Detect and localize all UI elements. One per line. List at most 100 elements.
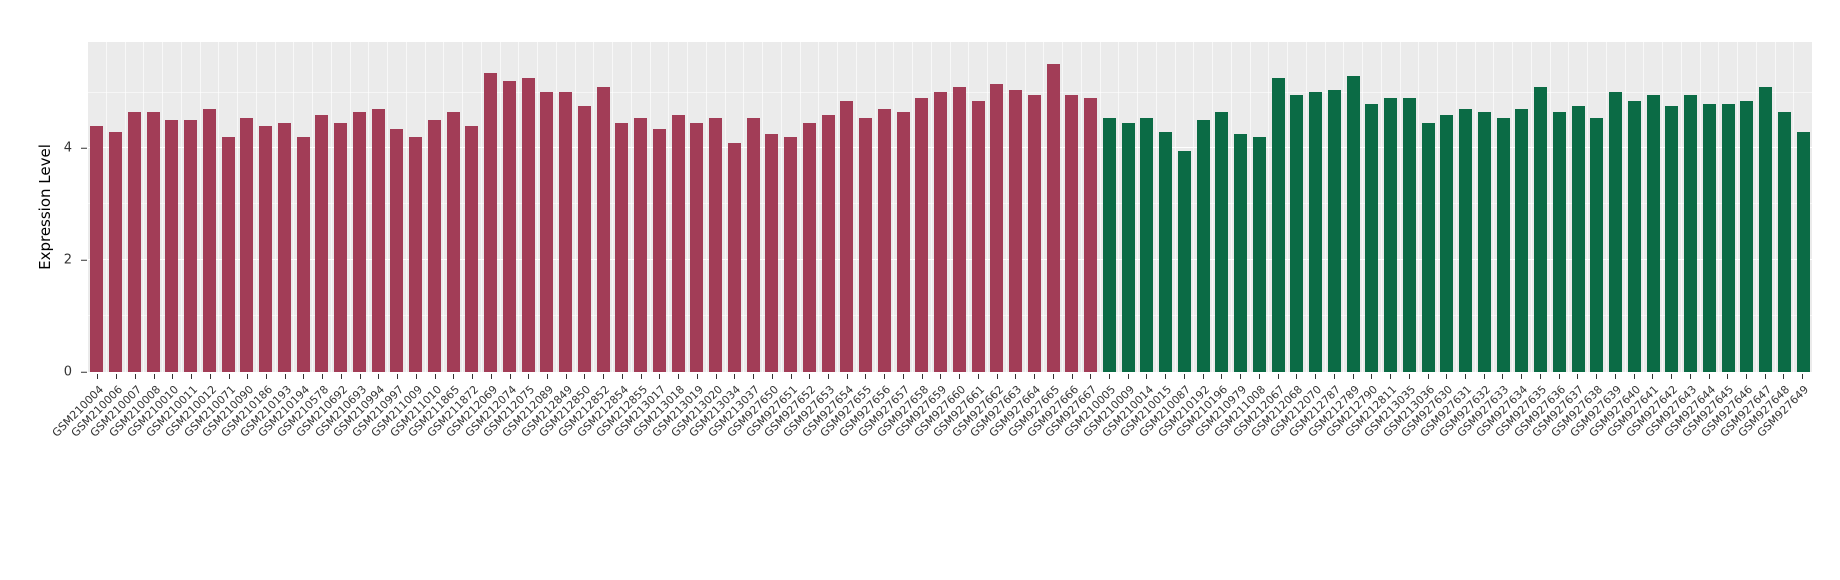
bar-slot: [1099, 42, 1119, 372]
bar-GSM927649: [1796, 131, 1810, 372]
bar-slot: [1680, 42, 1700, 372]
bar-GSM927641: [1646, 95, 1660, 372]
x-tick-mark: [1671, 374, 1673, 379]
bar-slot: [105, 42, 125, 372]
x-tick-mark: [584, 374, 586, 379]
x-tick-mark: [1390, 374, 1392, 379]
x-tick-mark: [1015, 374, 1017, 379]
bar-GSM927647: [1759, 86, 1772, 372]
x-tick-slot: GSM210997: [350, 372, 407, 562]
x-tick-mark: [902, 374, 904, 379]
x-tick-mark: [378, 374, 380, 379]
x-tick-slot: GSM212070: [1268, 372, 1325, 562]
x-tick-mark: [1427, 374, 1429, 379]
bar-slot: [949, 42, 969, 372]
x-tick-mark: [1727, 374, 1729, 379]
bar-slot: [855, 42, 875, 372]
bar-GSM212852: [596, 86, 610, 372]
bar-slot: [1793, 42, 1812, 372]
x-tick-slot: GSM211008: [1212, 372, 1269, 562]
x-tick-slot: GSM210979: [1193, 372, 1250, 562]
x-tick-mark: [1315, 374, 1317, 379]
bar-slot: [987, 42, 1006, 372]
x-tick-slot: GSM927667: [1043, 372, 1100, 562]
y-tick-label: 4: [63, 140, 72, 156]
bar-slot: [387, 42, 406, 372]
x-tick-mark: [1745, 374, 1747, 379]
x-tick-slot: GSM210994: [331, 372, 388, 562]
bar-GSM927654: [840, 100, 854, 372]
bar-slot: [1287, 42, 1306, 372]
x-tick-slot: GSM927644: [1661, 372, 1718, 562]
x-tick-slot: GSM210186: [219, 372, 276, 562]
bar-slot: [124, 42, 144, 372]
bar-slot: [799, 42, 819, 372]
x-tick-mark: [996, 374, 998, 379]
x-tick-slot: GSM210193: [237, 372, 294, 562]
x-tick-mark: [1371, 374, 1373, 379]
x-tick-mark: [1034, 374, 1036, 379]
bar-GSM927660: [952, 86, 966, 372]
x-tick-slot: GSM927651: [743, 372, 800, 562]
x-tick-slot: GSM212789: [1305, 372, 1362, 562]
bar-slot: [780, 42, 800, 372]
x-tick-mark: [1333, 374, 1335, 379]
x-tick-mark: [846, 374, 848, 379]
x-tick-slot: GSM927666: [1024, 372, 1081, 562]
bar-GSM927633: [1496, 117, 1510, 372]
bar-GSM210186: [259, 125, 272, 372]
x-tick-slot: GSM212069: [443, 372, 500, 562]
x-tick-slot: GSM927648: [1736, 372, 1793, 562]
x-tick-mark: [1539, 374, 1541, 379]
x-tick-slot: GSM927640: [1586, 372, 1643, 562]
bar-GSM210692: [334, 123, 347, 372]
bar-slot: [1474, 42, 1494, 372]
bar-GSM210979: [1234, 134, 1247, 372]
x-tick-mark: [172, 374, 174, 379]
bar-slot: [1643, 42, 1662, 372]
bar-GSM210006: [109, 131, 122, 372]
bar-GSM210011: [184, 120, 197, 372]
bar-slot: [480, 42, 500, 372]
x-tick-mark: [153, 374, 155, 379]
bars-layer: [88, 42, 1812, 372]
x-tick-slot: GSM210071: [181, 372, 238, 562]
bar-GSM927651: [784, 137, 797, 372]
bar-slot: [1530, 42, 1550, 372]
bar-slot: [1268, 42, 1287, 372]
bar-GSM927663: [1009, 89, 1022, 372]
x-axis: GSM210004 GSM210006 GSM210007 GSM210008 GSM2…: [50, 372, 1812, 562]
x-tick-slot: GSM927646: [1699, 372, 1756, 562]
bar-slot: [593, 42, 612, 372]
x-tick-mark: [1408, 374, 1410, 379]
x-tick-slot: GSM927663: [968, 372, 1025, 562]
bar-slot: [255, 42, 275, 372]
bar-slot: [1362, 42, 1381, 372]
x-tick-mark: [209, 374, 211, 379]
bar-GSM210693: [352, 111, 366, 372]
bar-slot: [818, 42, 837, 372]
bar-GSM212850: [577, 106, 591, 372]
x-tick-mark: [959, 374, 961, 379]
x-tick-slot: GSM212855: [593, 372, 650, 562]
bar-GSM212089: [540, 92, 554, 372]
bar-slot: [1230, 42, 1250, 372]
x-tick-slot: GSM212852: [556, 372, 613, 562]
x-tick-mark: [1577, 374, 1579, 379]
bar-slot: [199, 42, 219, 372]
bar-GSM927664: [1027, 95, 1041, 372]
bar-GSM210194: [296, 137, 310, 372]
bar-GSM927646: [1740, 100, 1754, 372]
bar-GSM210009: [1121, 123, 1135, 372]
bar-GSM213020: [709, 117, 722, 372]
bar-slot: [1324, 42, 1344, 372]
bar-GSM210090: [240, 117, 254, 372]
bar-slot: [912, 42, 931, 372]
bar-GSM212787: [1327, 89, 1341, 372]
x-tick-slot: GSM927652: [762, 372, 819, 562]
x-tick-slot: GSM210692: [294, 372, 351, 562]
x-tick-mark: [1802, 374, 1804, 379]
bar-slot: [330, 42, 350, 372]
x-tick-mark: [1052, 374, 1054, 379]
x-tick-slot: GSM927656: [837, 372, 894, 562]
